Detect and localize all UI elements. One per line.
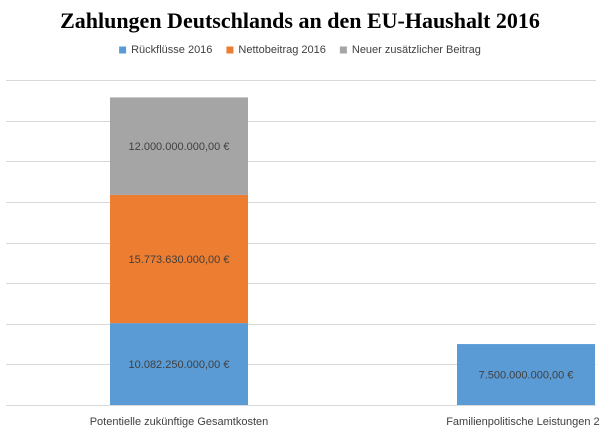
legend: Rückflüsse 2016 Nettobeitrag 2016 Neuer zu… [119,44,481,56]
legend-label: Nettobeitrag 2016 [238,44,325,56]
legend-label: Neuer zusätzlicher Beitrag [352,44,481,56]
legend-swatch [226,46,234,54]
gridlines [6,80,596,406]
x-tick-label: Potentielle zukünftige Gesamtkosten [90,416,269,428]
x-tick-label: Familienpolitische Leistungen 20 [446,416,600,428]
x-axis: Potentielle zukünftige Gesamtkosten Famil… [90,416,600,428]
data-labels: 10.082.250.000,00 € 15.773.630.000,00 € 12… [129,141,574,381]
data-label: 15.773.630.000,00 € [129,254,230,266]
bar-segment [110,323,248,405]
legend-swatch [119,46,127,54]
bar-segment [457,344,595,405]
legend-label: Rückflüsse 2016 [131,44,212,56]
legend-swatch [339,46,347,54]
chart-title: Zahlungen Deutschlands an den EU-Haushal… [60,8,540,33]
bar-segment [110,97,248,195]
data-label: 10.082.250.000,00 € [129,359,230,371]
data-label: 7.500.000.000,00 € [479,370,574,382]
data-label: 12.000.000.000,00 € [129,141,230,153]
bars [110,97,595,405]
bar-segment [110,194,248,324]
